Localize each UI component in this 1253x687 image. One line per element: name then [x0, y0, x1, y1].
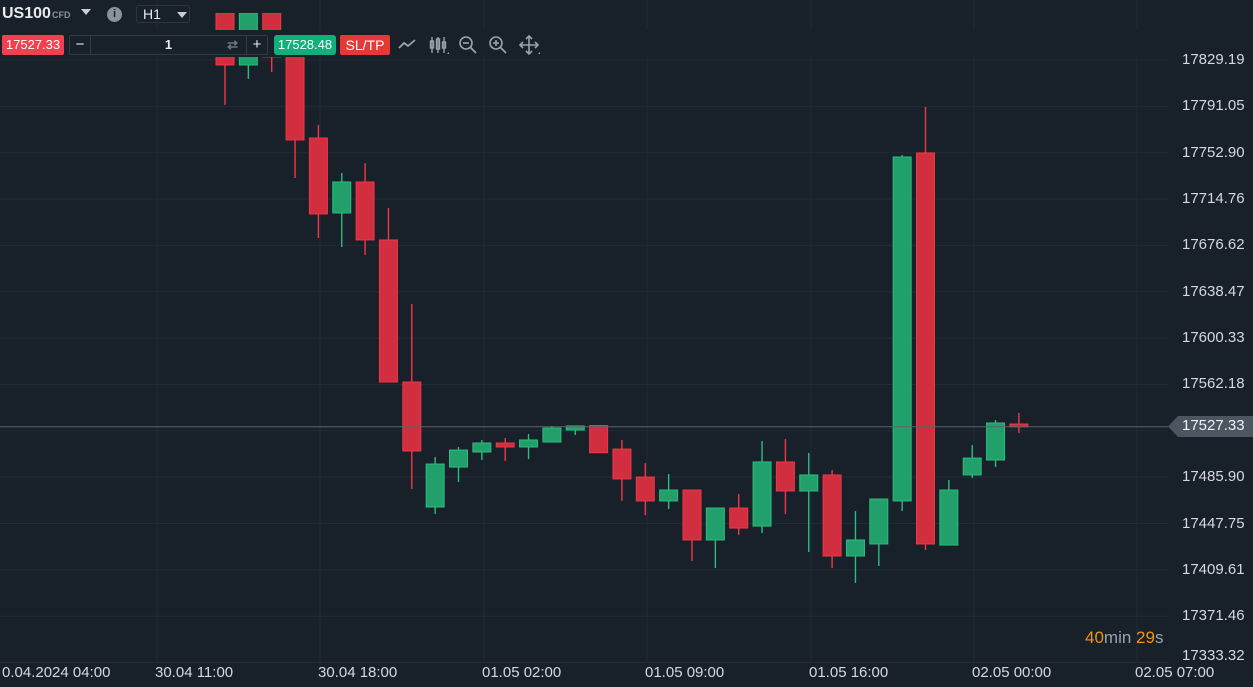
candle-bearish: [285, 54, 305, 141]
candle-bearish: [682, 489, 702, 541]
zoom-out-icon[interactable]: [457, 34, 479, 56]
price-tick-label: 17676.62: [1182, 236, 1245, 254]
grid: [0, 0, 1168, 664]
chevron-down-icon: [177, 12, 187, 18]
price-tick-label: 17562.18: [1182, 375, 1245, 393]
candle-bullish: [425, 463, 445, 508]
candle-bullish: [869, 498, 889, 545]
time-tick-label: 01.05 16:00: [809, 664, 889, 681]
symbol-name[interactable]: US100: [2, 5, 51, 22]
time-tick-label: 01.05 02:00: [482, 664, 562, 681]
candlestick-icon[interactable]: [427, 34, 449, 56]
candle-bullish: [799, 474, 819, 492]
candle-bearish: [729, 507, 749, 529]
candle-bearish: [378, 239, 398, 383]
candle-bearish: [308, 137, 328, 215]
candle-bearish: [916, 152, 935, 545]
candle-bearish: [355, 181, 375, 241]
price-tick-label: 17485.90: [1182, 468, 1245, 486]
candles: [215, 13, 1029, 583]
toolbar-backdrop: [0, 30, 1165, 57]
candle-bullish: [986, 422, 1006, 461]
price-tick-label: 17638.47: [1182, 282, 1245, 300]
candle-bullish: [892, 156, 912, 502]
countdown-sec-unit: s: [1154, 628, 1164, 647]
time-tick-label: 30.04 11:00: [155, 664, 234, 681]
price-tick-label: 17791.05: [1182, 97, 1245, 115]
candle-bullish: [472, 442, 492, 453]
countdown-minutes: 40: [1085, 628, 1104, 647]
time-tick-label: 0.04.2024 04:00: [2, 664, 111, 681]
info-icon[interactable]: i: [107, 7, 122, 22]
candle-bearish: [775, 461, 795, 492]
candle-bullish: [565, 425, 585, 431]
candle-bullish: [962, 457, 982, 476]
sltp-button[interactable]: SL/TP: [340, 35, 390, 55]
candle-bearish: [822, 474, 842, 557]
sell-price-button[interactable]: 17527.33: [2, 35, 64, 55]
price-tick-label: 17829.19: [1182, 51, 1245, 68]
time-tick-label: 02.05 00:00: [972, 664, 1052, 681]
timeframe-value: H1: [143, 6, 161, 22]
price-tick-label: 17333.32: [1182, 647, 1245, 664]
candle-bullish: [659, 489, 679, 502]
candle-bullish: [939, 489, 959, 546]
move-icon[interactable]: [518, 34, 540, 56]
candle-bullish: [542, 427, 562, 443]
price-tick-label: 17409.61: [1182, 560, 1245, 578]
symbol-type: CFD: [52, 10, 71, 20]
decrease-quantity-button[interactable]: −: [75, 36, 85, 53]
candle-bullish: [845, 539, 865, 557]
countdown-min-unit: min: [1103, 628, 1137, 647]
price-tick-label: 17752.90: [1182, 143, 1245, 161]
timeframe-select[interactable]: H1: [136, 5, 190, 23]
quantity-stepper: − 1 ⇄ +: [69, 35, 268, 55]
symbol-dropdown-icon[interactable]: [81, 9, 91, 15]
swap-icon[interactable]: ⇄: [227, 37, 238, 52]
candle-bearish: [495, 442, 515, 448]
price-tick-label: 17447.75: [1182, 514, 1245, 532]
countdown-seconds: 29: [1136, 628, 1155, 647]
zoom-in-icon[interactable]: [487, 34, 509, 56]
candle-countdown: 40min 29s: [1085, 628, 1163, 648]
time-tick-label: 01.05 09:00: [645, 664, 725, 681]
current-price-value: 17527.33: [1182, 417, 1245, 435]
buy-price-button[interactable]: 17528.48: [274, 35, 336, 55]
current-price-tag: 17527.33: [1168, 416, 1253, 438]
price-tick-label: 17600.33: [1182, 329, 1245, 347]
line-chart-icon[interactable]: [396, 34, 418, 56]
time-tick-label: 02.05 07:00: [1135, 664, 1215, 681]
quantity-value: 1: [164, 37, 173, 52]
candle-bearish: [635, 476, 655, 502]
price-tick-label: 17371.46: [1182, 607, 1245, 625]
increase-quantity-button[interactable]: +: [252, 36, 262, 53]
candle-bearish: [402, 381, 422, 452]
candle-bullish: [519, 439, 539, 448]
candle-bearish: [612, 448, 632, 480]
candle-bullish: [332, 181, 352, 214]
candle-bullish: [752, 461, 772, 527]
quantity-input[interactable]: 1 ⇄: [90, 36, 247, 54]
candle-bullish: [705, 507, 725, 541]
candle-bearish: [589, 424, 609, 454]
time-tick-label: 30.04 18:00: [318, 664, 398, 681]
candle-bullish: [449, 449, 468, 468]
price-tick-label: 17714.76: [1182, 190, 1245, 208]
